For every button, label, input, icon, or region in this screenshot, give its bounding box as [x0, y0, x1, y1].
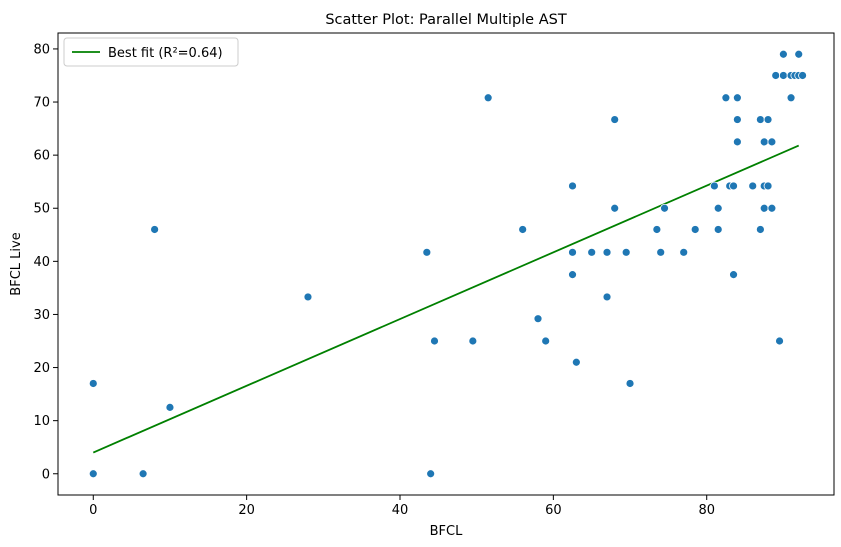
scatter-point — [771, 71, 781, 80]
scatter-point — [679, 247, 689, 257]
y-tick-label: 20 — [33, 361, 50, 376]
scatter-point — [88, 469, 98, 479]
scatter-point — [713, 203, 723, 213]
best-fit-line — [92, 144, 800, 454]
scatter-point — [88, 379, 98, 388]
scatter-point — [778, 71, 788, 80]
scatter-point — [483, 93, 493, 103]
scatter-point — [755, 115, 765, 124]
scatter-point — [587, 247, 597, 257]
scatter-point — [571, 357, 581, 367]
y-tick-label: 70 — [33, 96, 50, 111]
scatter-point — [541, 336, 551, 346]
scatter-point — [732, 137, 742, 147]
scatter-point — [621, 247, 631, 257]
scatter-point — [468, 336, 478, 346]
scatter-point — [778, 49, 788, 59]
scatter-point — [763, 115, 773, 124]
scatter-point — [775, 336, 784, 346]
x-tick-label: 60 — [545, 503, 562, 518]
scatter-point — [610, 203, 620, 213]
scatter-point — [150, 225, 160, 234]
scatter-point — [568, 270, 577, 280]
y-tick-label: 60 — [33, 149, 50, 164]
scatter-point — [652, 225, 662, 234]
scatter-point — [422, 247, 432, 257]
y-axis-label: BFCL Live — [9, 232, 24, 295]
scatter-point — [660, 203, 669, 213]
legend-label: Best fit (R²=0.64) — [108, 46, 223, 61]
scatter-point — [533, 314, 543, 324]
scatter-point — [767, 203, 777, 213]
scatter-point — [303, 292, 313, 302]
x-tick-label: 40 — [392, 503, 409, 518]
x-tick-label: 20 — [238, 503, 255, 518]
y-axis: 0 10 20 30 40 50 60 70 80 — [33, 42, 58, 482]
scatter-point — [732, 93, 742, 103]
scatter-point — [729, 181, 738, 191]
fit-line-layer — [92, 144, 800, 454]
plot-frame — [57, 32, 835, 496]
y-tick-label: 50 — [33, 202, 50, 217]
chart-title: Scatter Plot: Parallel Multiple AST — [325, 12, 567, 28]
scatter-point — [713, 225, 723, 234]
legend: Best fit (R²=0.64) — [63, 37, 239, 67]
scatter-point — [690, 225, 700, 234]
scatter-point — [732, 115, 742, 124]
y-tick-label: 30 — [33, 308, 50, 323]
legend-box — [63, 37, 239, 67]
scatter-point — [602, 292, 612, 302]
y-tick-label: 40 — [33, 255, 50, 270]
scatter-point — [748, 181, 758, 191]
scatter-point — [767, 137, 777, 147]
y-tick-label: 0 — [42, 467, 50, 482]
scatter-point — [656, 247, 666, 257]
scatter-point — [755, 225, 765, 234]
scatter-point — [138, 469, 148, 479]
scatter-point — [759, 203, 769, 213]
scatter-point — [709, 181, 719, 191]
plot-area: 0 20 40 60 80 0 10 20 30 40 50 60 70 80 — [33, 32, 835, 518]
x-axis: 0 20 40 60 80 — [89, 495, 715, 518]
scatter-point — [602, 247, 612, 257]
x-tick-label: 80 — [698, 503, 715, 518]
y-tick-label: 80 — [33, 42, 50, 57]
scatter-point — [721, 93, 731, 103]
scatter-point — [759, 137, 769, 147]
scatter-point — [786, 93, 796, 103]
x-tick-label: 0 — [89, 503, 97, 518]
scatter-point — [165, 402, 175, 412]
y-tick-label: 10 — [33, 414, 50, 429]
scatter-point — [798, 71, 807, 80]
scatter-point — [794, 49, 804, 59]
points-layer — [88, 49, 807, 479]
scatter-point — [568, 247, 577, 257]
scatter-point — [430, 336, 439, 346]
x-axis-label: BFCL — [430, 524, 463, 539]
scatter-point — [426, 469, 436, 479]
scatter-point — [610, 115, 620, 124]
scatter-point — [568, 181, 577, 191]
scatter-point — [625, 379, 635, 388]
scatter-point — [729, 270, 738, 280]
scatter-point — [518, 225, 528, 234]
scatter-point — [763, 181, 773, 191]
